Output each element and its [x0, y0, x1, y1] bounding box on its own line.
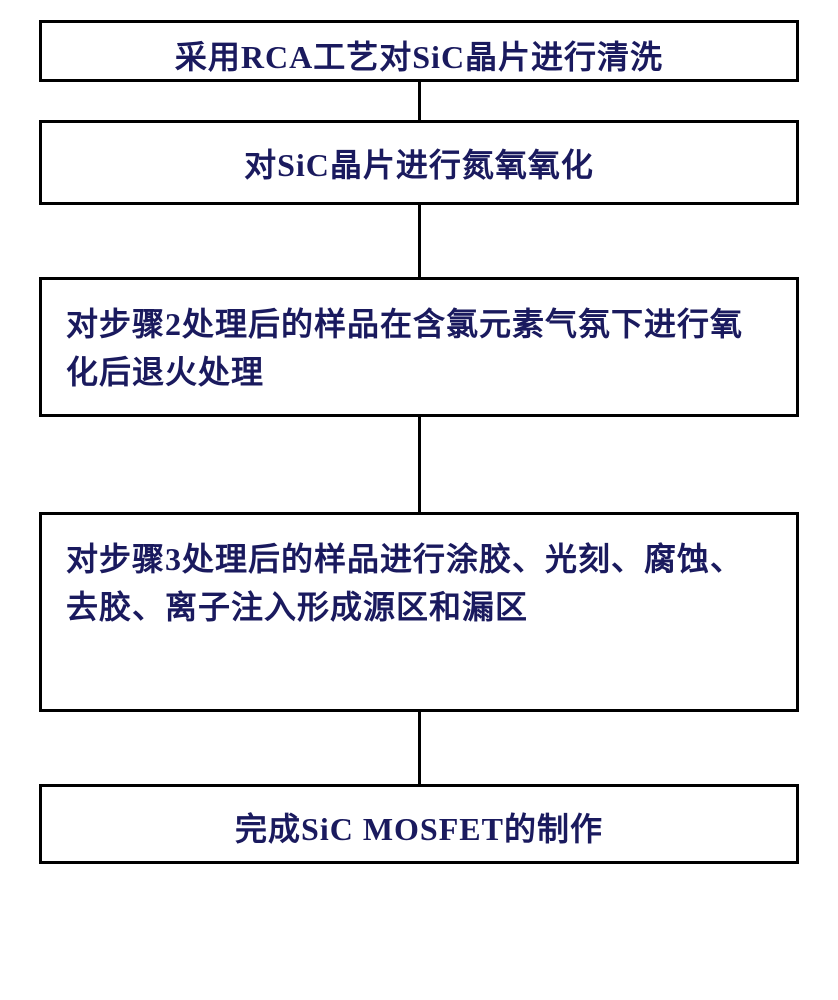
step-text-3: 对步骤2处理后的样品在含氯元素气氛下进行氧化后退火处理 [66, 300, 772, 396]
step-text-2: 对SiC晶片进行氮氧氧化 [244, 141, 594, 189]
step-box-5: 完成SiC MOSFET的制作 [39, 784, 799, 864]
connector-3-4 [418, 417, 421, 512]
step-text-1: 采用RCA工艺对SiC晶片进行清洗 [175, 33, 663, 81]
connector-2-3 [418, 205, 421, 277]
step-text-4: 对步骤3处理后的样品进行涂胶、光刻、腐蚀、去胶、离子注入形成源区和漏区 [66, 535, 772, 631]
flowchart-container: 采用RCA工艺对SiC晶片进行清洗 对SiC晶片进行氮氧氧化 对步骤2处理后的样… [30, 20, 808, 864]
step-box-3: 对步骤2处理后的样品在含氯元素气氛下进行氧化后退火处理 [39, 277, 799, 417]
step-box-1: 采用RCA工艺对SiC晶片进行清洗 [39, 20, 799, 82]
step-box-4: 对步骤3处理后的样品进行涂胶、光刻、腐蚀、去胶、离子注入形成源区和漏区 [39, 512, 799, 712]
step-box-2: 对SiC晶片进行氮氧氧化 [39, 120, 799, 205]
connector-1-2 [418, 82, 421, 120]
step-text-5: 完成SiC MOSFET的制作 [235, 805, 603, 853]
connector-4-5 [418, 712, 421, 784]
